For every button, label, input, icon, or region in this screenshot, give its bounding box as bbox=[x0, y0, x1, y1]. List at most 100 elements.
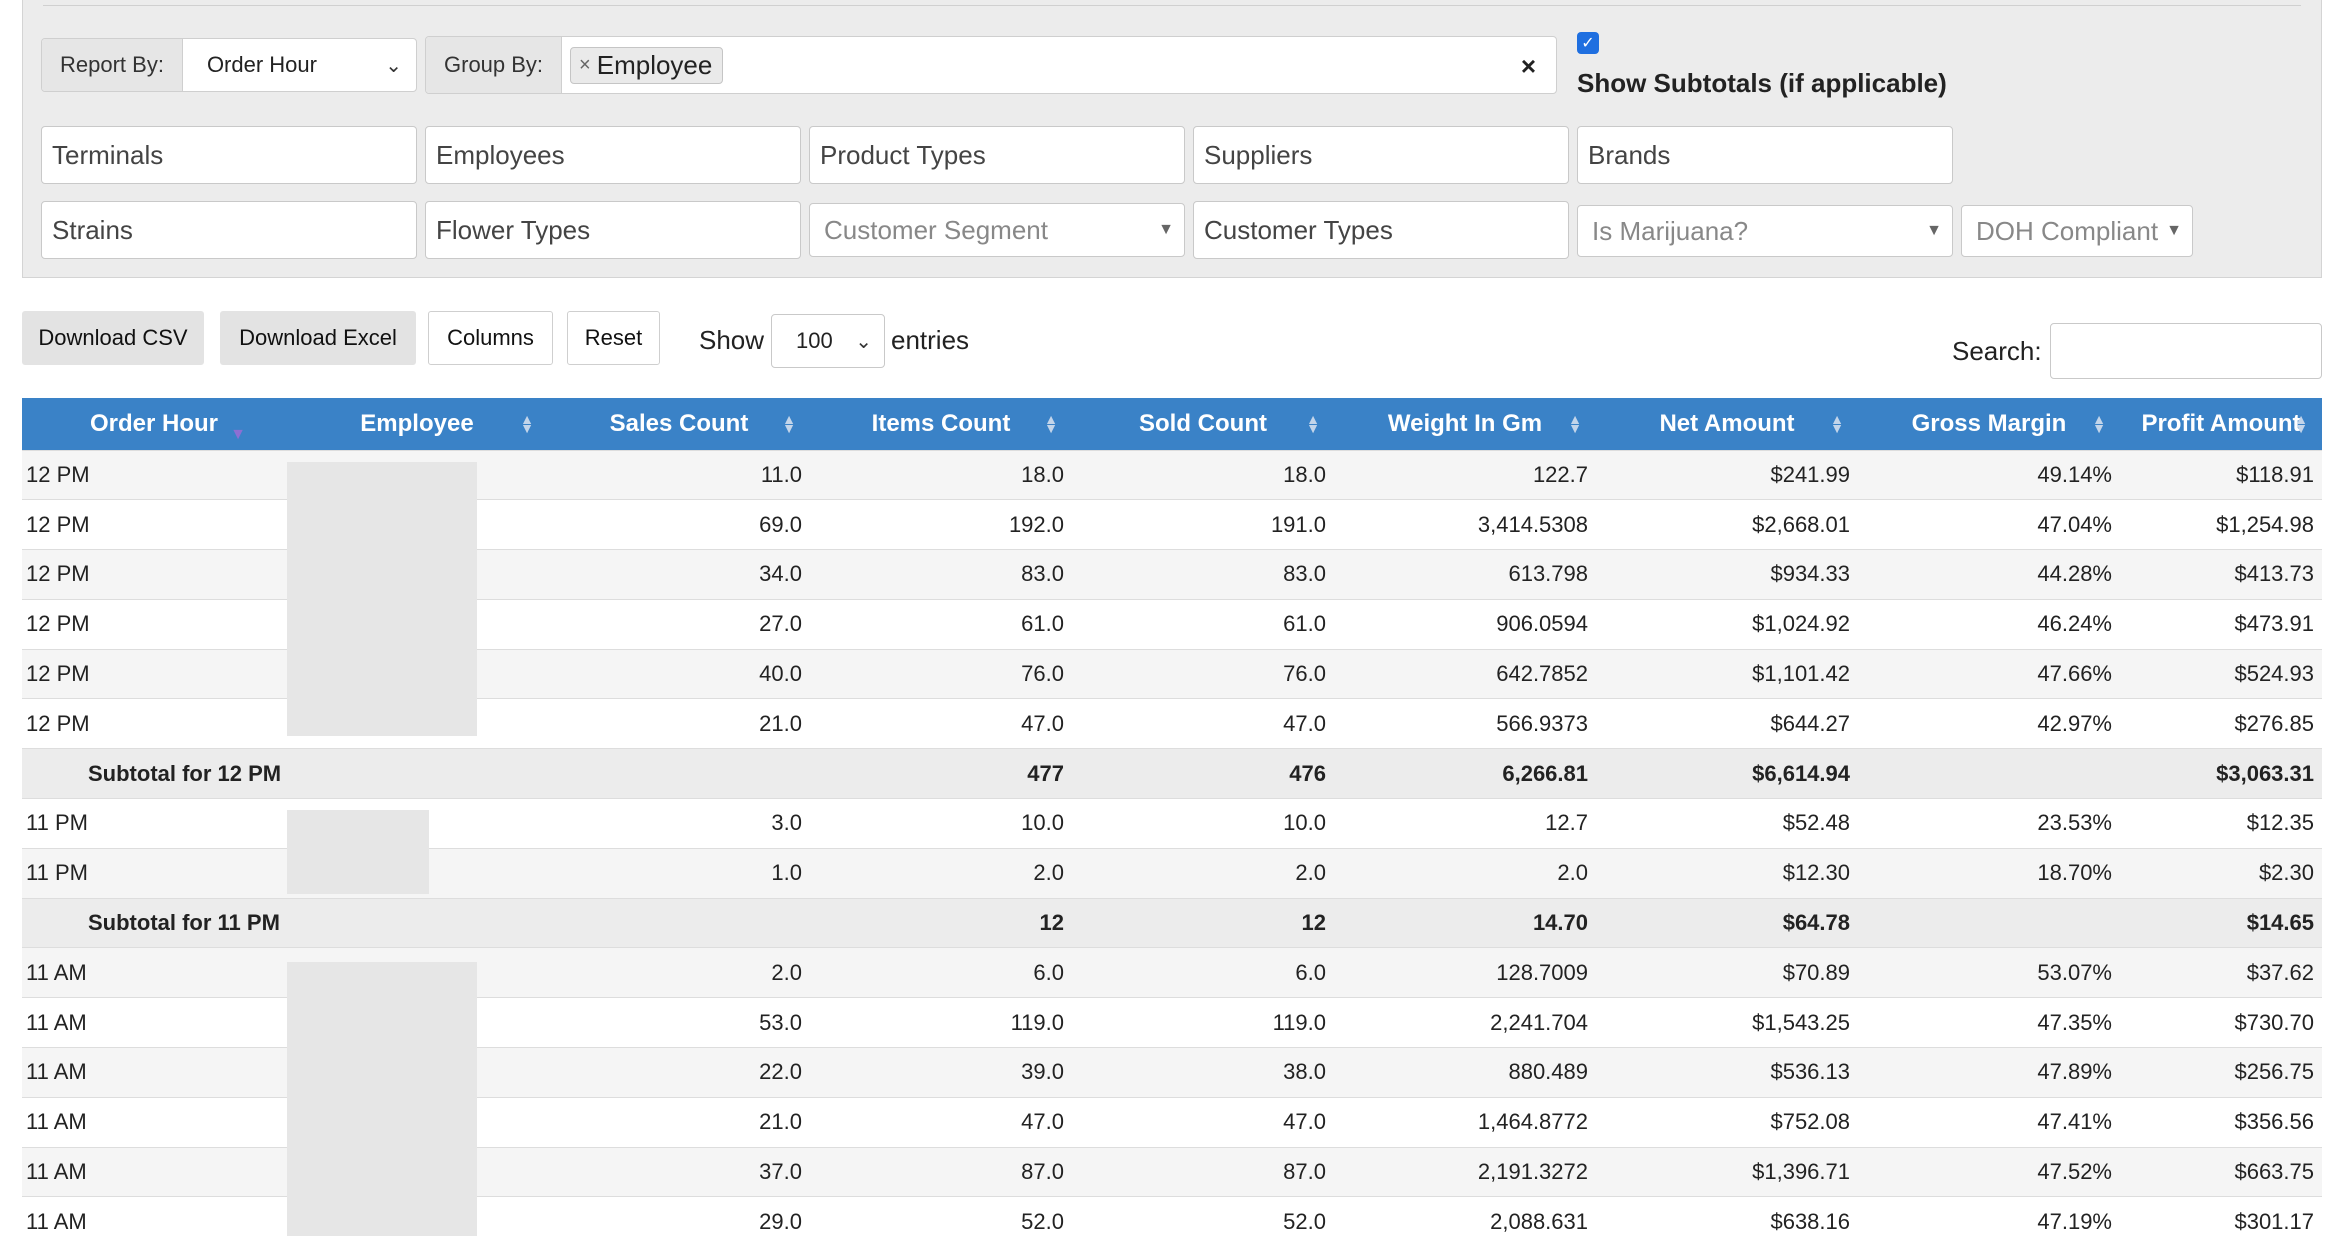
table-cell: $2.30 bbox=[2120, 847, 2322, 899]
table-cell: 18.70% bbox=[1858, 847, 2120, 899]
column-header-label: Sold Count bbox=[1139, 409, 1267, 437]
clear-icon[interactable]: × bbox=[1520, 51, 1536, 81]
order-hour-cell: 12 PM bbox=[22, 499, 286, 550]
table-cell: 128.7009 bbox=[1334, 947, 1596, 998]
table-cell: 12.7 bbox=[1334, 798, 1596, 849]
table-cell: 69.0 bbox=[548, 499, 810, 550]
table-cell: 21.0 bbox=[548, 698, 810, 749]
table-cell: $6,614.94 bbox=[1596, 748, 1858, 799]
table-cell: 122.7 bbox=[1334, 449, 1596, 500]
customer-segment-select[interactable]: Customer Segment ▼ bbox=[809, 203, 1185, 257]
table-cell: $730.70 bbox=[2120, 997, 2322, 1048]
table-cell: 2,088.631 bbox=[1334, 1196, 1596, 1247]
column-header[interactable]: Gross Margin ▲ ▼ bbox=[1858, 398, 2120, 450]
subtotal-label: Subtotal for 12 PM bbox=[22, 748, 548, 799]
column-header[interactable]: Weight In Gm ▲ ▼ bbox=[1334, 398, 1596, 450]
column-header-label: Sales Count bbox=[609, 409, 749, 437]
group-by-chip: × Employee bbox=[570, 46, 724, 84]
table-cell: 906.0594 bbox=[1334, 598, 1596, 650]
product-types-input[interactable]: Product Types bbox=[809, 126, 1185, 184]
table-cell: $256.75 bbox=[2120, 1047, 2322, 1098]
table-cell: 6.0 bbox=[1072, 947, 1334, 998]
caret-down-icon: ▼ bbox=[2166, 222, 2182, 239]
show-label: Show bbox=[699, 325, 765, 355]
table-header-row: Order Hour ▼ Employee ▲ ▼ Sales Count ▲ ▼ Items … bbox=[22, 398, 2322, 450]
terminals-input[interactable]: Terminals bbox=[41, 126, 417, 184]
download-csv-button[interactable]: Download CSV bbox=[22, 311, 204, 365]
strains-input[interactable]: Strains bbox=[41, 201, 417, 259]
column-header[interactable]: Sales Count ▲ ▼ bbox=[548, 398, 810, 450]
table-cell: $70.89 bbox=[1596, 947, 1858, 998]
entries-select[interactable]: 100 ⌄ bbox=[771, 314, 885, 368]
table-cell: 47.04% bbox=[1858, 499, 2120, 550]
flower-types-input[interactable]: Flower Types bbox=[425, 201, 801, 259]
show-subtotals-checkbox[interactable]: ✓ bbox=[1577, 32, 1599, 54]
table-cell: $1,396.71 bbox=[1596, 1146, 1858, 1197]
entries-value: 100 bbox=[796, 328, 833, 353]
sort-icon: ▲ ▼ bbox=[1568, 410, 1582, 436]
customer-segment-placeholder: Customer Segment bbox=[824, 214, 1048, 245]
redacted-region bbox=[287, 462, 477, 736]
column-header-label: Items Count bbox=[871, 409, 1011, 437]
group-by-group: Group By: × Employee × bbox=[425, 36, 1557, 94]
report-by-label: Report By: bbox=[42, 39, 183, 91]
table-cell: 44.28% bbox=[1858, 549, 2120, 600]
order-hour-cell: 12 PM bbox=[22, 549, 286, 600]
order-hour-cell: 11 PM bbox=[22, 847, 286, 899]
table-cell bbox=[548, 897, 810, 948]
table-row: 11 PM 3.0 10.0 10.0 12.7 $52.48 23.53% $12.35 bbox=[22, 798, 2322, 849]
order-hour-cell: 11 AM bbox=[22, 1047, 286, 1098]
column-header-label: Employee bbox=[360, 409, 474, 437]
group-by-select[interactable]: × Employee × bbox=[562, 37, 1556, 93]
subtotal-row: Subtotal for 11 PM 12 12 14.70 $64.78 $14.65 bbox=[22, 897, 2322, 948]
columns-button[interactable]: Columns bbox=[428, 311, 553, 365]
table-cell: $12.35 bbox=[2120, 798, 2322, 849]
brands-input[interactable]: Brands bbox=[1577, 126, 1953, 184]
column-header[interactable]: Order Hour ▼ bbox=[22, 398, 286, 450]
order-hour-cell: 11 AM bbox=[22, 997, 286, 1048]
table-cell: 49.14% bbox=[1858, 449, 2120, 500]
column-header[interactable]: Employee ▲ ▼ bbox=[286, 398, 548, 450]
table-cell: 34.0 bbox=[548, 549, 810, 600]
table-cell: $12.30 bbox=[1596, 847, 1858, 899]
table-cell: $301.17 bbox=[2120, 1196, 2322, 1247]
chevron-down-icon: ⌄ bbox=[385, 54, 402, 77]
table-cell: 12 bbox=[810, 897, 1072, 948]
is-marijuana-select[interactable]: Is Marijuana? ▼ bbox=[1577, 205, 1953, 257]
table-cell: $37.62 bbox=[2120, 947, 2322, 998]
table-cell: 10.0 bbox=[810, 798, 1072, 849]
show-subtotals-label: Show Subtotals (if applicable) bbox=[1577, 68, 1947, 98]
table-cell: 47.35% bbox=[1858, 997, 2120, 1048]
employees-input[interactable]: Employees bbox=[425, 126, 801, 184]
table-cell: $52.48 bbox=[1596, 798, 1858, 849]
table-row: 12 PM 21.0 47.0 47.0 566.9373 $644.27 42.97% $2… bbox=[22, 698, 2322, 749]
column-header[interactable]: Profit Amount ▲ ▼ bbox=[2120, 398, 2322, 450]
column-header[interactable]: Sold Count ▲ ▼ bbox=[1072, 398, 1334, 450]
table-cell: 18.0 bbox=[810, 449, 1072, 500]
customer-types-input[interactable]: Customer Types bbox=[1193, 201, 1569, 259]
suppliers-input[interactable]: Suppliers bbox=[1193, 126, 1569, 184]
table-cell: 27.0 bbox=[548, 598, 810, 650]
table-cell: 2.0 bbox=[810, 847, 1072, 899]
order-hour-cell: 12 PM bbox=[22, 698, 286, 749]
doh-compliant-select[interactable]: DOH Compliant ▼ bbox=[1961, 205, 2193, 257]
report-by-select[interactable]: Order Hour ⌄ bbox=[183, 39, 416, 91]
order-hour-cell: 11 AM bbox=[22, 1146, 286, 1197]
sort-icon: ▲ ▼ bbox=[1830, 410, 1844, 436]
table-cell: 46.24% bbox=[1858, 598, 2120, 650]
column-header[interactable]: Net Amount ▲ ▼ bbox=[1596, 398, 1858, 450]
reset-button[interactable]: Reset bbox=[567, 311, 660, 365]
table-cell: 53.0 bbox=[548, 997, 810, 1048]
divider bbox=[43, 5, 2301, 6]
table-cell: $663.75 bbox=[2120, 1146, 2322, 1197]
column-header-label: Weight In Gm bbox=[1387, 409, 1543, 437]
table-cell bbox=[1858, 897, 2120, 948]
remove-chip-icon[interactable]: × bbox=[579, 53, 591, 76]
table-cell: 47.19% bbox=[1858, 1196, 2120, 1247]
column-header-label: Net Amount bbox=[1659, 409, 1795, 437]
column-header[interactable]: Items Count ▲ ▼ bbox=[810, 398, 1072, 450]
search-input[interactable] bbox=[2050, 323, 2322, 379]
table-cell: 29.0 bbox=[548, 1196, 810, 1247]
download-excel-button[interactable]: Download Excel bbox=[220, 311, 416, 365]
table-cell: $356.56 bbox=[2120, 1096, 2322, 1148]
